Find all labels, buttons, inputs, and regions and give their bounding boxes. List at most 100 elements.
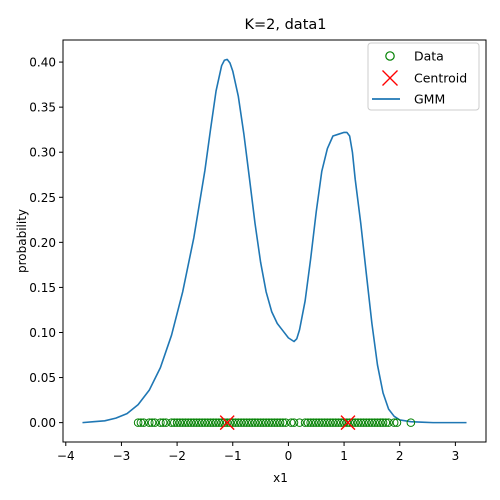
data-point <box>359 418 368 427</box>
x-tick-label: 3 <box>452 449 460 463</box>
data-point <box>208 418 218 427</box>
data-point <box>242 418 251 427</box>
data-point <box>170 418 179 427</box>
data-point <box>247 418 257 427</box>
data-point <box>406 418 416 427</box>
x-tick-label: −2 <box>168 449 186 463</box>
data-point <box>272 418 282 427</box>
data-point <box>378 418 388 427</box>
data-point <box>350 418 360 427</box>
data-point <box>161 418 171 427</box>
chart-title: K=2, data1 <box>245 17 327 33</box>
data-point <box>222 418 232 427</box>
data-point <box>342 418 352 427</box>
legend-centroid-marker <box>382 70 398 86</box>
centroid-stroke <box>219 415 235 431</box>
data-point <box>181 418 190 427</box>
y-tick-label: 0.10 <box>29 326 56 340</box>
data-point <box>353 418 363 427</box>
data-point <box>328 418 338 427</box>
y-tick-label: 0.20 <box>29 236 56 250</box>
x-tick-label: −4 <box>57 449 75 463</box>
x-tick-label: 0 <box>285 449 293 463</box>
data-point <box>250 418 260 427</box>
x-tick-label: 2 <box>396 449 404 463</box>
data-point <box>156 418 165 427</box>
legend: Data Centroid GMM <box>367 42 480 111</box>
data-point <box>136 418 146 427</box>
centroid-marker <box>340 415 356 431</box>
data-point <box>317 418 327 427</box>
data-point <box>267 418 277 427</box>
legend-frame <box>367 42 480 111</box>
data-point <box>139 418 149 427</box>
data-point <box>270 418 279 427</box>
data-point <box>345 418 354 427</box>
data-point <box>261 418 271 427</box>
data-point <box>220 418 229 427</box>
data-point <box>306 418 315 427</box>
data-point <box>225 418 235 427</box>
data-point <box>144 418 154 427</box>
data-point <box>320 418 329 427</box>
data-point <box>331 418 341 427</box>
data-point <box>289 418 299 427</box>
y-tick-label: 0.15 <box>29 281 56 295</box>
data-point <box>197 418 207 427</box>
data-point <box>211 418 221 427</box>
x-tick-label: −1 <box>224 449 242 463</box>
data-point <box>200 418 210 427</box>
data-point <box>303 418 313 427</box>
y-tick-label: 0.05 <box>29 371 56 385</box>
data-point <box>186 418 196 427</box>
y-axis-label: probability <box>15 209 29 273</box>
y-tick-label: 0.35 <box>29 101 56 115</box>
data-point <box>334 418 343 427</box>
data-point <box>150 418 160 427</box>
data-point <box>203 418 213 427</box>
y-tick-label: 0.25 <box>29 191 56 205</box>
data-point <box>158 418 168 427</box>
data-point <box>253 418 263 427</box>
data-point <box>239 418 249 427</box>
plot-frame <box>62 39 487 443</box>
data-point <box>275 418 285 427</box>
data-point <box>323 418 332 427</box>
data-point <box>362 418 371 427</box>
data-point <box>206 418 215 427</box>
data-point <box>392 418 402 427</box>
x-tick-label: 1 <box>340 449 348 463</box>
y-tick-label: 0.40 <box>29 56 56 70</box>
data-point <box>370 418 379 427</box>
x-tick-label: −3 <box>113 449 131 463</box>
legend-centroid-label: Centroid <box>414 71 467 86</box>
data-point <box>309 418 318 427</box>
data-point <box>236 418 246 427</box>
data-point <box>264 418 274 427</box>
data-point <box>356 418 366 427</box>
data-point <box>325 418 335 427</box>
data-point <box>178 418 187 427</box>
data-point <box>336 418 346 427</box>
data-point <box>214 418 224 427</box>
centroid-marker <box>219 415 235 431</box>
data-point <box>245 418 254 427</box>
data-point <box>375 418 385 427</box>
chart-marks <box>82 58 467 431</box>
data-point <box>147 418 157 427</box>
data-point <box>234 418 243 427</box>
data-point <box>300 418 310 427</box>
data-point <box>189 418 199 427</box>
data-point <box>256 418 265 427</box>
legend-gmm-label: GMM <box>414 92 445 107</box>
data-point <box>381 418 391 427</box>
data-point <box>172 418 182 427</box>
data-point <box>281 418 290 427</box>
data-point <box>228 418 238 427</box>
data-point <box>195 418 204 427</box>
data-point <box>192 418 201 427</box>
x-axis-label: x1 <box>273 471 288 485</box>
data-point <box>295 418 304 427</box>
y-tick-label: 0.30 <box>29 146 56 160</box>
y-tick-label: 0.00 <box>29 416 56 430</box>
